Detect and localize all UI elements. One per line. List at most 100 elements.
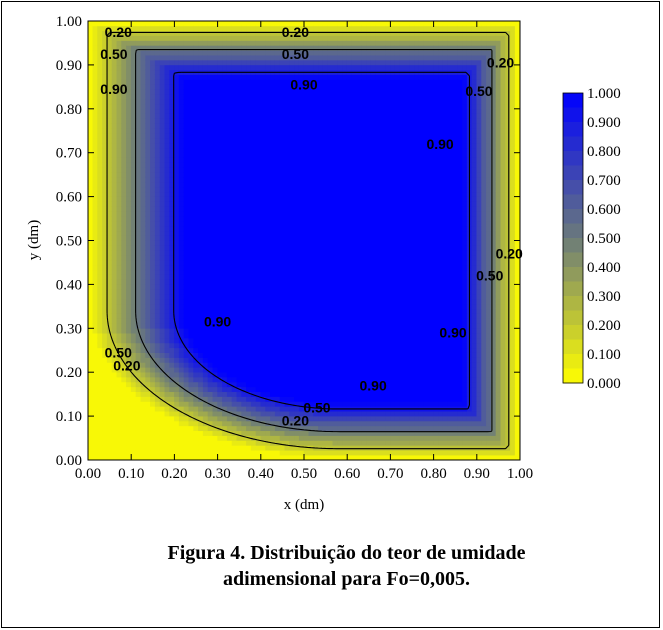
field-cell [102, 137, 108, 144]
field-cell [274, 406, 281, 412]
field-cell [116, 406, 122, 412]
field-cell [121, 240, 127, 246]
field-cell [92, 279, 98, 285]
field-cell [298, 132, 305, 139]
field-cell [298, 103, 305, 110]
field-cell [236, 191, 242, 197]
field-cell [188, 74, 194, 80]
field-cell [150, 298, 156, 305]
field-cell [222, 113, 228, 119]
field-cell [154, 40, 161, 46]
field-cell [207, 157, 214, 163]
field-cell [207, 49, 214, 56]
field-cell [222, 103, 228, 110]
field-cell [88, 269, 94, 275]
field-cell [274, 176, 281, 183]
field-cell [270, 435, 276, 441]
field-cell [174, 386, 180, 393]
field-cell [231, 176, 238, 183]
field-cell [97, 225, 103, 232]
field-cell [250, 98, 257, 105]
field-cell [298, 176, 305, 183]
field-cell [193, 196, 199, 202]
field-cell [217, 332, 223, 339]
field-cell [346, 298, 353, 305]
field-cell [92, 386, 98, 393]
field-cell [135, 25, 142, 32]
field-cell [135, 45, 142, 51]
field-cell [284, 210, 290, 217]
field-cell [265, 284, 271, 290]
field-cell [207, 30, 214, 36]
field-cell [289, 191, 295, 197]
field-cell [279, 440, 286, 446]
field-cell [246, 396, 252, 402]
field-cell [260, 401, 266, 407]
field-cell [198, 79, 204, 85]
field-cell [274, 347, 281, 353]
field-cell [289, 123, 295, 129]
field-cell [332, 367, 338, 373]
field-cell [337, 386, 343, 393]
field-cell [313, 49, 319, 56]
field-cell [241, 176, 247, 183]
field-cell [92, 410, 98, 417]
field-cell [231, 396, 238, 402]
field-cell [346, 191, 353, 197]
field-cell [342, 362, 348, 368]
field-cell [274, 396, 281, 402]
field-cell [318, 430, 324, 436]
field-cell [202, 30, 209, 36]
field-cell [88, 186, 94, 193]
field-cell [193, 396, 199, 402]
field-cell [313, 303, 319, 310]
field-cell [106, 167, 113, 173]
field-cell [217, 152, 223, 158]
field-cell [178, 435, 185, 441]
field-cell [274, 235, 281, 241]
field-cell [145, 313, 151, 319]
field-cell [174, 35, 180, 41]
field-cell [154, 142, 161, 149]
field-cell [130, 454, 137, 460]
field-cell [178, 235, 185, 241]
field-cell [241, 215, 247, 222]
field-cell [236, 401, 242, 407]
field-cell [241, 93, 247, 100]
field-cell [265, 162, 271, 168]
field-cell [121, 420, 127, 427]
field-cell [255, 430, 262, 436]
field-cell [145, 381, 151, 388]
field-cell [322, 367, 329, 373]
field-cell [169, 128, 175, 134]
field-cell [265, 288, 271, 295]
field-cell [164, 342, 170, 349]
field-cell [255, 371, 262, 378]
field-cell [298, 406, 305, 412]
field-cell [126, 352, 132, 358]
field-cell [183, 254, 190, 261]
field-cell [246, 93, 252, 100]
field-cell [126, 264, 132, 271]
field-cell [212, 171, 218, 178]
field-cell [106, 210, 113, 217]
field-cell [140, 245, 146, 251]
field-cell [135, 128, 142, 134]
field-cell [241, 59, 247, 66]
field-cell [270, 113, 276, 119]
field-cell [154, 269, 161, 275]
field-cell [308, 25, 314, 32]
field-cell [231, 108, 238, 114]
field-cell [159, 220, 166, 227]
field-cell [116, 118, 122, 124]
field-cell [106, 288, 113, 295]
field-cell [111, 186, 118, 193]
field-cell [265, 264, 271, 271]
field-cell [154, 84, 161, 90]
field-cell [231, 440, 238, 446]
field-cell [193, 264, 199, 271]
field-cell [121, 352, 127, 358]
field-cell [284, 410, 290, 417]
field-cell [198, 54, 204, 61]
field-cell [226, 98, 233, 105]
